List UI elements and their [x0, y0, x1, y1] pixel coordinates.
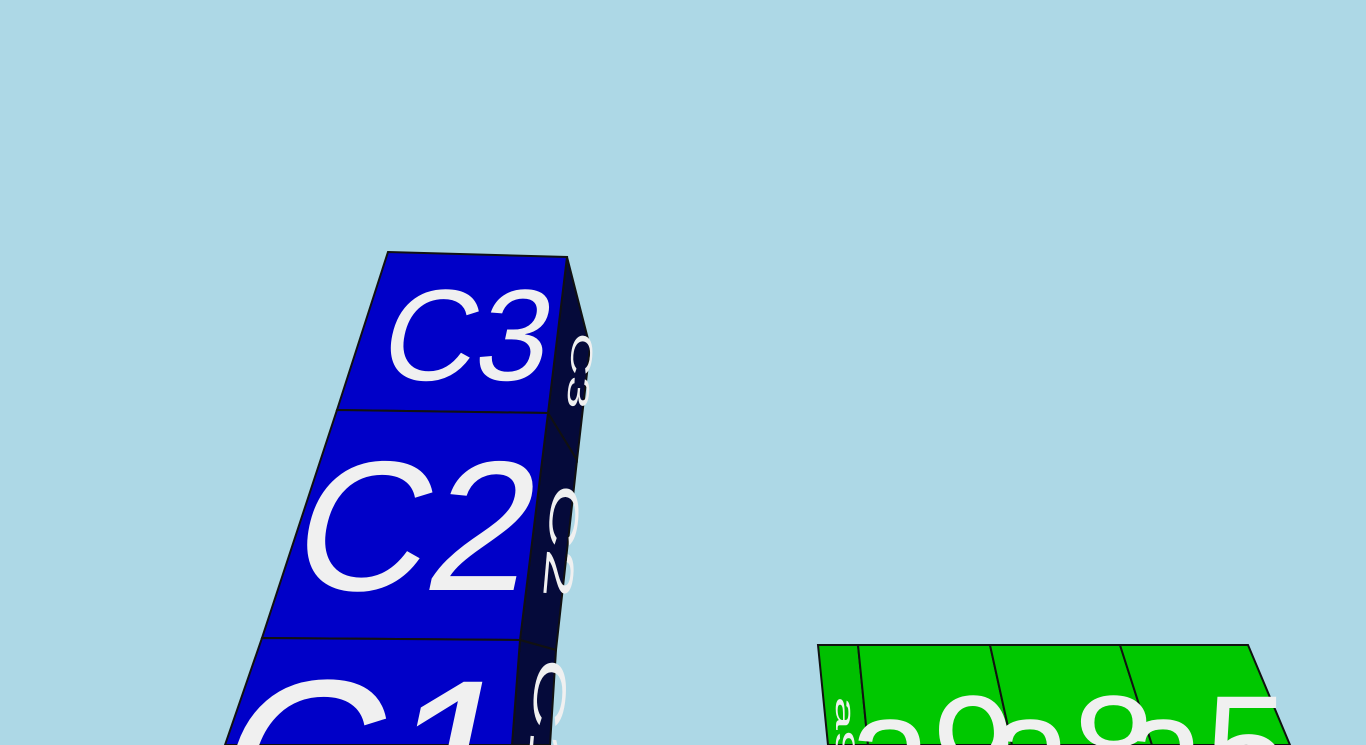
- block-face: [816, 644, 870, 745]
- block-label: a9: [849, 664, 1016, 745]
- block-label: a5: [1122, 664, 1289, 745]
- block-face: [988, 644, 1154, 745]
- side-label: C2: [534, 482, 589, 601]
- side-label: C3: [560, 331, 600, 410]
- block-face: [856, 644, 1014, 745]
- block-label: C2: [278, 423, 558, 630]
- side-label: C1: [517, 655, 578, 745]
- block-label: C1: [194, 632, 543, 745]
- block-label: a8: [989, 664, 1156, 745]
- block-label: C3: [370, 262, 567, 407]
- block-face: [1118, 644, 1292, 745]
- block-face: [223, 636, 522, 745]
- block-label: a9: [830, 697, 860, 745]
